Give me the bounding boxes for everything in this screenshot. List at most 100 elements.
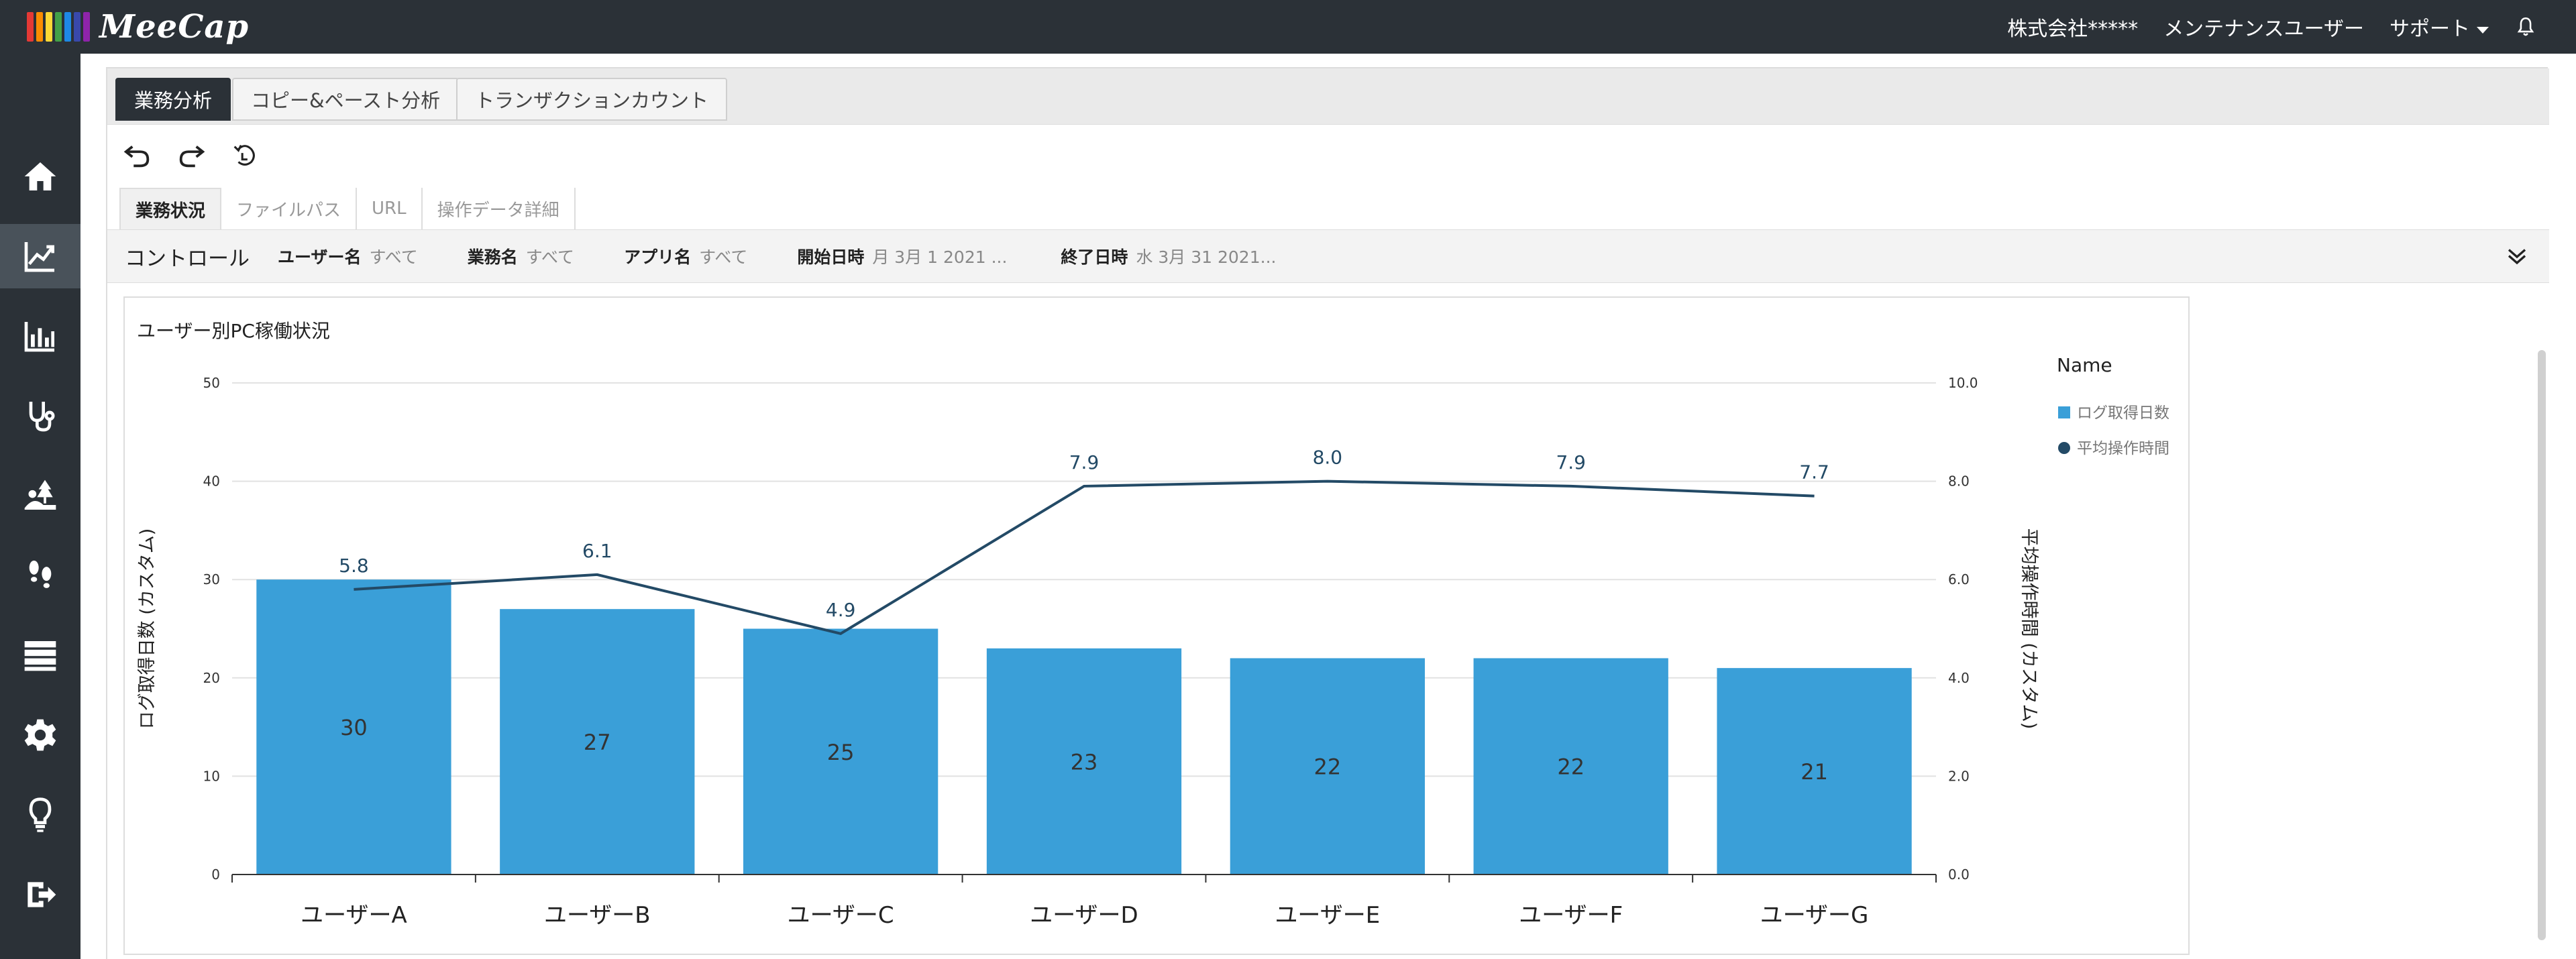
bar <box>1473 658 1668 875</box>
filter-value: すべて <box>525 247 575 267</box>
line-value-label: 7.9 <box>1069 451 1099 473</box>
line-value-label: 6.1 <box>582 540 612 562</box>
server-icon <box>24 641 56 671</box>
combo-chart: 0 10 20 30 40 50 0.0 2.0 4.0 6.0 8.0 10.0 30 27 25 23 22… <box>137 354 2169 929</box>
y-tick-label: 30 <box>203 571 220 587</box>
y-tick-label: 20 <box>203 670 220 686</box>
x-tick-label: ユーザーG <box>1760 902 1869 929</box>
filter-user-name[interactable]: ユーザー名 すべて <box>278 244 418 268</box>
filter-end-date[interactable]: 終了日時水 3月 31 2021... <box>1061 244 1276 268</box>
tab-business-analysis[interactable]: 業務分析 <box>115 78 231 121</box>
undo-icon[interactable] <box>122 140 153 171</box>
line-chart-icon <box>24 242 54 272</box>
sidebar-item-trace[interactable] <box>0 543 80 608</box>
x-tick-label: ユーザーA <box>301 902 407 929</box>
top-nav: 株式会社***** メンテナンスユーザー サポート <box>2007 0 2537 54</box>
sidebar-item-analysis[interactable] <box>0 224 80 288</box>
y2-tick-label: 8.0 <box>1948 473 1970 490</box>
subtab-operation-detail[interactable]: 操作データ詳細 <box>423 188 576 229</box>
tab-copy-paste-analysis[interactable]: コピー&ペースト分析 <box>232 78 460 121</box>
bar-value-label: 23 <box>1071 749 1098 775</box>
sidebar-item-tips[interactable] <box>0 783 80 847</box>
controls-title: コントロール <box>125 246 250 271</box>
subtab-file-path[interactable]: ファイルパス <box>221 188 358 229</box>
bar <box>1717 668 1912 875</box>
gear-icon <box>24 719 56 751</box>
filter-key: 開始日時 <box>797 247 865 267</box>
filter-app-name[interactable]: アプリ名 すべて <box>624 244 747 268</box>
sidebar-item-home[interactable] <box>0 144 80 209</box>
support-label: サポート <box>2390 17 2470 41</box>
x-tick-label: ユーザーD <box>1030 902 1138 929</box>
filter-business-name[interactable]: 業務名 すべて <box>468 244 574 268</box>
legend-swatch-bar <box>2058 406 2070 418</box>
controls-bar: コントロール ユーザー名 すべて 業務名 すべて アプリ名 すべて 開始日時月 3月 … <box>107 229 2549 283</box>
y-tick-label: 50 <box>203 375 220 391</box>
subtab-url[interactable]: URL <box>357 188 423 229</box>
sidebar <box>0 54 80 959</box>
chart-title: ユーザー別PC稼働状況 <box>137 320 330 342</box>
filter-value: すべて <box>699 247 748 267</box>
line-series <box>354 480 1815 635</box>
chevron-double-down-icon[interactable] <box>2505 245 2529 269</box>
tabs-bar: 業務分析 コピー&ペースト分析 トランザクションカウント <box>107 68 2549 125</box>
y-tick-label: 10 <box>203 768 220 784</box>
support-menu[interactable]: サポート <box>2390 12 2489 42</box>
bar-value-label: 22 <box>1557 754 1585 780</box>
chart-card: 0 10 20 30 40 50 0.0 2.0 4.0 6.0 8.0 10.0 30 27 25 23 22… <box>123 296 2190 955</box>
line-value-label: 5.8 <box>339 555 369 577</box>
bar-value-label: 22 <box>1313 754 1341 780</box>
logout-icon <box>28 882 56 907</box>
sidebar-item-logout[interactable] <box>0 862 80 927</box>
filter-value: すべて <box>369 247 418 267</box>
bar <box>256 579 451 875</box>
logo-text: MeeCap <box>99 8 250 46</box>
bar-value-label: 30 <box>340 715 368 740</box>
caret-down-icon <box>2477 26 2489 34</box>
line-value-label: 7.9 <box>1556 451 1586 473</box>
y-tick-label: 40 <box>203 473 220 490</box>
filter-start-date[interactable]: 開始日時月 3月 1 2021 ... <box>797 244 1007 268</box>
y2-tick-label: 6.0 <box>1948 571 1970 587</box>
line-value-label: 7.7 <box>1799 461 1829 484</box>
main-content: 業務分析 コピー&ペースト分析 トランザクションカウント 業務状況 ファイルパス… <box>106 67 2549 959</box>
bar <box>500 609 695 875</box>
line-value-label: 4.9 <box>826 599 856 621</box>
filter-key: アプリ名 <box>624 247 692 267</box>
app-logo[interactable]: MeeCap <box>27 7 249 47</box>
line-value-label: 8.0 <box>1313 447 1343 469</box>
redo-icon[interactable] <box>176 140 207 171</box>
y2-tick-label: 4.0 <box>1948 670 1970 686</box>
legend-label: ログ取得日数 <box>2077 404 2169 422</box>
legend-label: 平均操作時間 <box>2077 440 2169 457</box>
vertical-scrollbar[interactable] <box>2538 350 2546 940</box>
sidebar-item-settings[interactable] <box>0 703 80 767</box>
bell-icon[interactable] <box>2514 15 2537 38</box>
reset-icon[interactable] <box>229 140 260 171</box>
bar-chart-icon <box>24 322 54 352</box>
sidebar-item-diagnosis[interactable] <box>0 384 80 448</box>
bar <box>986 648 1182 875</box>
toolbar <box>122 135 260 176</box>
user-menu[interactable]: メンテナンスユーザー <box>2163 17 2364 41</box>
filter-value: 水 3月 31 2021... <box>1136 247 1277 267</box>
sidebar-item-data[interactable] <box>0 623 80 687</box>
bar-value-label: 25 <box>827 740 855 765</box>
bar-value-label: 27 <box>584 730 611 755</box>
tab-transaction-count[interactable]: トランザクションカウント <box>456 78 728 121</box>
legend-swatch-line <box>2058 442 2070 454</box>
top-bar: MeeCap 株式会社***** メンテナンスユーザー サポート <box>0 0 2576 54</box>
bar <box>743 628 938 875</box>
tree-icon <box>24 480 56 510</box>
legend-title: Name <box>2057 354 2112 376</box>
sub-tabs: 業務状況 ファイルパス URL 操作データ詳細 <box>119 188 576 229</box>
filter-key: ユーザー名 <box>278 247 362 267</box>
x-tick-label: ユーザーF <box>1519 902 1623 929</box>
y2-tick-label: 2.0 <box>1948 768 1970 784</box>
sidebar-item-process[interactable] <box>0 463 80 528</box>
stethoscope-icon <box>29 402 55 432</box>
x-tick-label: ユーザーE <box>1275 902 1380 929</box>
y-tick-label: 0 <box>211 866 220 883</box>
subtab-business-status[interactable]: 業務状況 <box>119 188 222 229</box>
sidebar-item-reports[interactable] <box>0 304 80 368</box>
